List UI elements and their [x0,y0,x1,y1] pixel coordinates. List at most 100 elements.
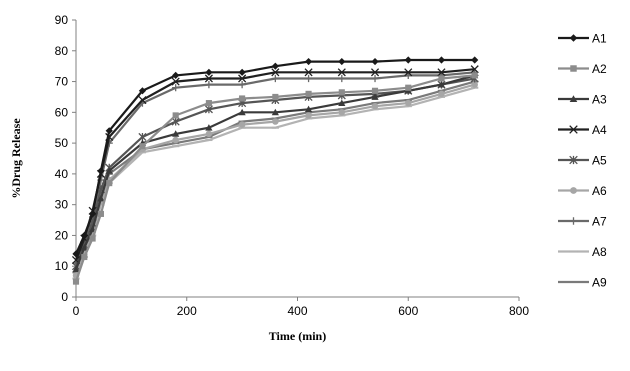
data-point [371,74,379,83]
data-point [437,68,446,77]
data-point [139,143,146,150]
data-point [569,217,578,225]
data-point [305,90,312,97]
legend-label: A8 [592,245,607,259]
y-tick-label: 80 [55,44,69,58]
data-point [569,155,578,165]
data-point [271,74,279,83]
data-point [370,68,380,77]
data-point [404,68,413,77]
data-point [338,74,346,83]
data-point [171,77,180,86]
y-tick-label: 10 [55,259,69,273]
data-point [337,68,346,77]
legend-item-a3: A3 [558,93,607,107]
data-point [106,180,113,187]
y-tick-label: 50 [55,136,69,150]
y-tick-label: 70 [55,75,69,89]
legend-item-a2: A2 [558,62,607,76]
data-point [371,57,379,66]
legend-item-a5: A5 [558,154,607,168]
data-point [72,278,80,285]
data-point [470,65,479,74]
data-point [437,56,446,64]
data-point [204,74,213,83]
legend-item-a9: A9 [558,276,607,290]
data-point [371,93,379,100]
legend-label: A7 [592,215,607,229]
data-point [371,87,379,94]
data-point [138,95,147,105]
legend-label: A5 [592,154,607,168]
data-point [238,121,246,128]
y-tick-label: 60 [55,105,69,119]
data-point [272,93,279,101]
x-tick-label: 600 [398,304,418,318]
data-point [81,253,88,261]
data-point [371,102,379,110]
data-point [471,72,478,79]
legend-label: A6 [592,184,607,198]
data-point [238,108,246,116]
legend-item-a1: A1 [558,32,607,46]
data-point [338,99,346,106]
data-point [569,95,578,103]
data-point [304,74,313,83]
data-point [238,81,246,89]
data-point [172,112,179,119]
data-point [204,105,213,114]
data-point [437,81,446,88]
data-point [89,210,97,218]
legend: A1 A2 A3 A4 A5 A6 A7 A8 A9 [558,32,607,290]
axes: 0 10 20 30 40 50 60 70 80 90 0 200 400 600 800 [55,13,530,318]
data-point [404,56,412,64]
data-point [272,118,279,125]
y-tick-label: 30 [55,198,69,212]
data-point [105,167,113,174]
legend-item-a6: A6 [558,184,607,198]
data-point [271,62,279,70]
data-point [138,87,147,95]
y-tick-label: 20 [55,228,69,242]
legend-item-a4: A4 [558,123,607,137]
series-line [74,71,475,264]
x-tick-label: 400 [287,304,307,318]
data-point [205,81,213,89]
data-point [438,90,445,98]
data-point [238,68,246,76]
data-point [172,84,180,92]
data-point [338,57,346,66]
data-point [105,127,113,135]
data-point [205,124,213,131]
data-point [405,84,412,91]
data-point [172,136,179,144]
data-point [570,187,577,194]
data-point [72,250,80,258]
legend-label: A4 [592,123,607,137]
data-point [438,75,445,82]
series-a1 [72,56,479,258]
data-point [239,95,246,102]
data-point [171,117,180,126]
data-point [569,34,578,42]
data-point [304,68,313,77]
data-point [338,89,345,96]
data-point [72,265,80,273]
y-tick-label: 40 [55,167,69,181]
data-point [405,99,412,107]
y-tick-label: 90 [55,13,69,27]
data-point [305,112,312,119]
data-point [205,130,213,138]
series-line [74,74,475,282]
data-point [471,56,479,64]
x-tick-label: 800 [509,304,529,318]
y-axis-title: %Drug Release [9,118,23,199]
series-layer [71,56,479,285]
data-point [89,235,96,242]
data-point [172,71,180,79]
data-point [97,194,105,202]
series-line [74,77,475,267]
series-line [74,86,475,279]
data-point [304,57,313,66]
